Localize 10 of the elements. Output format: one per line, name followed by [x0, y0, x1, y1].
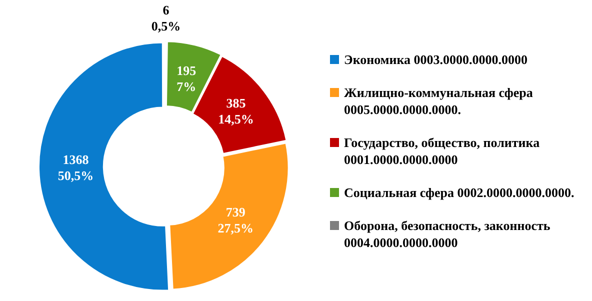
legend-label: Оборона, безопасность, законность 0004.0000.0000.0000: [344, 216, 552, 250]
legend-label: Социальная сфера 0002.0000.0000.0000.: [344, 184, 574, 200]
legend-label: Экономика 0003.0000.0000.0000: [344, 50, 528, 68]
legend-label: Жилищно-коммунальная сфера 0005.0000.0000.0000.: [344, 84, 534, 118]
data-label: 6 0,5%: [151, 2, 181, 34]
data-label: 195 7%: [176, 63, 197, 94]
legend-label: Государство, общество, политика 0001.0000.0000.0000: [344, 134, 541, 168]
data-label: 739 27,5%: [218, 204, 254, 236]
data-label: 385 14,5%: [218, 96, 254, 127]
data-label: 1368 50,5%: [58, 152, 94, 184]
